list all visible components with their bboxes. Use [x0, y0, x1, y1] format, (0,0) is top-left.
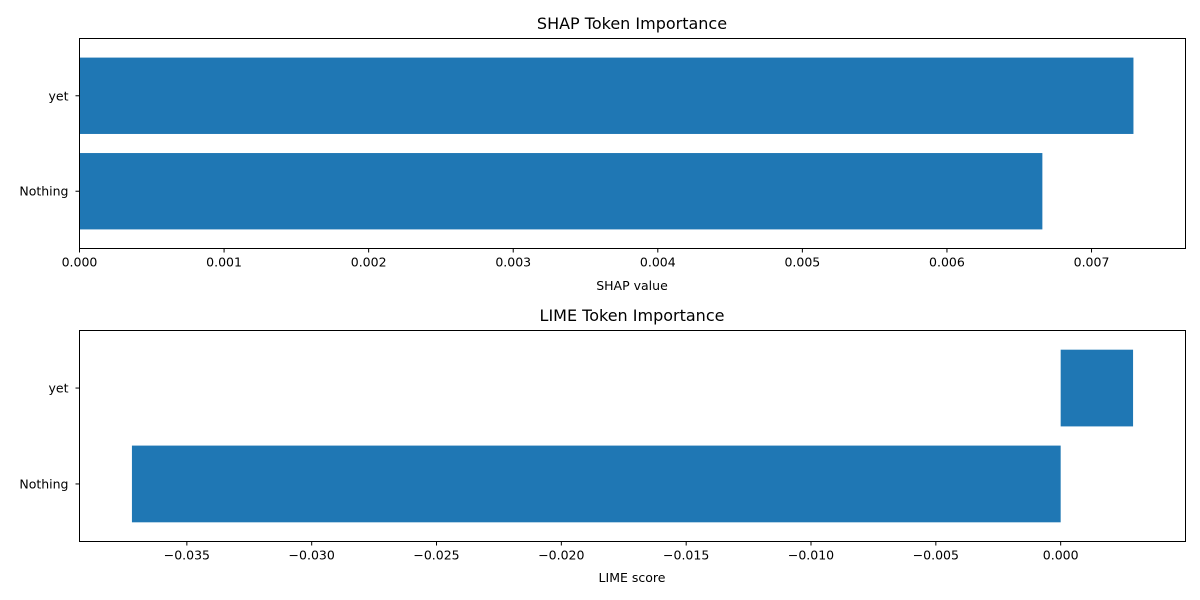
shap-x-tick-label: 0.001 [206, 255, 242, 270]
lime-plot-frame [79, 330, 1186, 542]
lime-x-axis-label: LIME score [599, 570, 666, 585]
lime-bars [131, 349, 1134, 523]
lime-bar-yet [1060, 349, 1134, 427]
lime-x-tick-label: −0.035 [164, 548, 210, 563]
lime-bar-nothing [131, 445, 1061, 523]
shap-y-tick-label: Nothing [19, 184, 68, 199]
lime-x-tick-label: −0.025 [413, 548, 459, 563]
lime-y-ticks: yet Nothing [19, 381, 80, 491]
shap-x-ticks: 0.000 0.001 0.002 0.003 0.004 0.005 0.006 0.007 [62, 248, 1110, 270]
lime-x-tick-label: 0.000 [1043, 548, 1079, 563]
lime-y-tick-label: yet [49, 381, 69, 396]
shap-plot-frame [79, 38, 1186, 249]
shap-y-tick-label: yet [49, 88, 69, 103]
lime-y-tick-label: Nothing [19, 476, 68, 491]
lime-x-tick-label: −0.020 [538, 548, 584, 563]
shap-x-tick-label: 0.000 [62, 255, 98, 270]
lime-x-tick-label: −0.015 [663, 548, 709, 563]
lime-x-tick-label: −0.010 [788, 548, 834, 563]
shap-x-tick-label: 0.006 [929, 255, 965, 270]
shap-chart-title: SHAP Token Importance [537, 14, 727, 33]
shap-y-ticks: yet Nothing [19, 88, 80, 199]
shap-bar-yet [79, 57, 1134, 134]
shap-x-tick-label: 0.005 [784, 255, 820, 270]
lime-chart-title: LIME Token Importance [540, 306, 725, 325]
shap-x-tick-label: 0.004 [640, 255, 676, 270]
shap-bars [79, 57, 1134, 230]
shap-x-tick-label: 0.007 [1074, 255, 1110, 270]
shap-x-tick-label: 0.003 [495, 255, 531, 270]
shap-x-tick-label: 0.002 [351, 255, 387, 270]
shap-bar-nothing [79, 153, 1043, 230]
lime-x-ticks: −0.035 −0.030 −0.025 −0.020 −0.015 −0.010 −0.0… [164, 541, 1079, 563]
lime-x-tick-label: −0.030 [289, 548, 335, 563]
shap-x-axis-label: SHAP value [596, 278, 668, 293]
lime-x-tick-label: −0.005 [913, 548, 959, 563]
